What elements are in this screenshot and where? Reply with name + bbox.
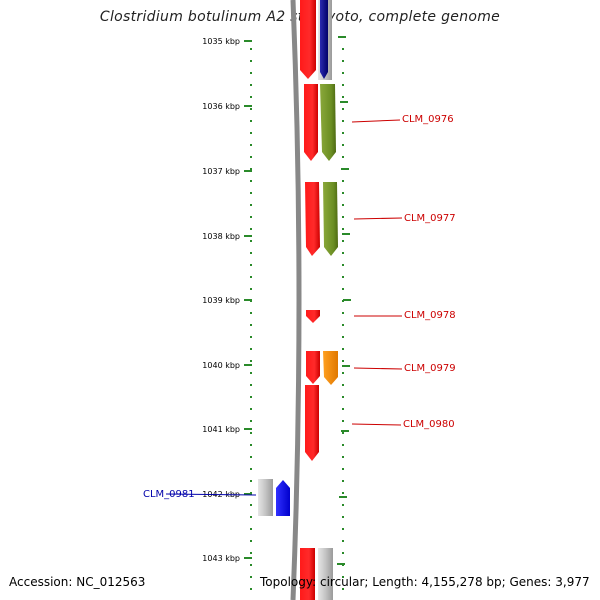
gene-arrow-clm0977[interactable] — [305, 182, 320, 256]
cog-bar-orange-0979[interactable] — [323, 351, 338, 385]
cog-bar-gray-bottom[interactable] — [318, 548, 333, 600]
cog-bars — [318, 0, 338, 600]
gene-label-clm0981[interactable]: CLM_0981 — [143, 489, 195, 500]
gene-label-clm0978[interactable]: CLM_0978 — [404, 310, 456, 321]
cog-bar-gray-0981[interactable] — [258, 479, 273, 516]
gene-arrow-clm0981[interactable] — [276, 480, 290, 516]
gene-label-clm0980[interactable]: CLM_0980 — [403, 419, 455, 430]
tick-label-1040: 1040 kbp — [202, 361, 240, 370]
gene-arrow-clm0980[interactable] — [305, 385, 319, 461]
accession-text: Accession: NC_012563 — [9, 575, 146, 589]
genome-summary: Topology: circular; Length: 4,155,278 bp… — [260, 575, 590, 589]
gene-arrow-clm0976[interactable] — [304, 84, 318, 161]
cog-bar-green-0977[interactable] — [323, 182, 338, 256]
tick-label-1035: 1035 kbp — [202, 37, 240, 46]
reverse-genes — [258, 479, 290, 516]
map-title: Clostridium botulinum A2 str. Kyoto, com… — [99, 9, 501, 25]
forward-genes — [300, 0, 320, 600]
genome-backbone — [290, 0, 302, 600]
gene-arrow-clm0978[interactable] — [306, 310, 320, 323]
right-ticks — [337, 36, 351, 565]
tick-label-1037: 1037 kbp — [202, 167, 240, 176]
tick-label-1038: 1038 kbp — [202, 232, 240, 241]
gene-label-clm0976[interactable]: CLM_0976 — [402, 114, 454, 125]
cog-bar-green-0976[interactable] — [320, 84, 336, 161]
label-leaders — [165, 119, 403, 496]
tick-label-1041: 1041 kbp — [202, 425, 240, 434]
gene-label-clm0979[interactable]: CLM_0979 — [404, 363, 456, 374]
cog-bar-navy-top[interactable] — [320, 0, 328, 79]
kbp-ticks: 1035 kbp 1036 kbp 1037 kbp 1038 kbp 1039… — [202, 37, 252, 563]
gene-label-clm0977[interactable]: CLM_0977 — [404, 213, 456, 224]
tick-label-1039: 1039 kbp — [202, 296, 240, 305]
gene-arrow-clm0979[interactable] — [306, 351, 320, 384]
tick-label-1036: 1036 kbp — [202, 102, 240, 111]
gene-arrow-bottom[interactable] — [300, 548, 315, 600]
tick-label-1043: 1043 kbp — [202, 554, 240, 563]
gene-arrow-top[interactable] — [300, 0, 316, 79]
